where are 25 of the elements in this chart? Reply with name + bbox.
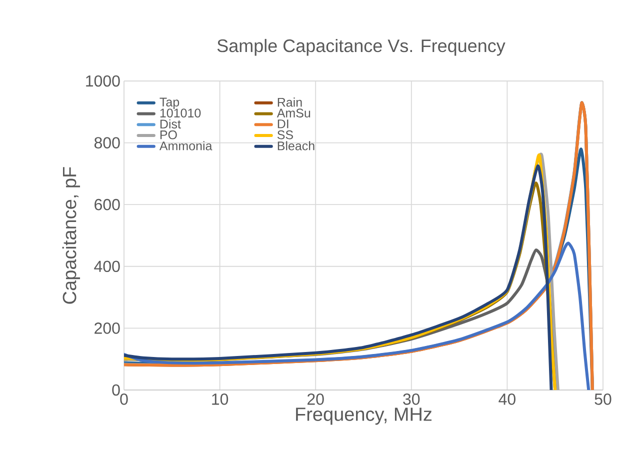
y-tick-label: 200 xyxy=(94,322,120,334)
x-tick-label: 50 xyxy=(594,394,612,405)
legend-label: SS xyxy=(277,130,293,140)
y-tick-label: 400 xyxy=(94,260,120,272)
x-axis-title: Frequency, MHz xyxy=(296,408,432,425)
legend-label: AmSu xyxy=(276,108,310,118)
x-tick-label: 30 xyxy=(403,394,420,405)
legend-label: Rain xyxy=(278,98,302,107)
legend-label: Dist xyxy=(160,119,181,129)
chart-title: Sample Capacitance Vs. Frequency xyxy=(217,38,506,56)
y-tick-label: 1000 xyxy=(86,75,120,87)
legend-label: DI xyxy=(278,120,288,128)
legend-label: Bleach xyxy=(278,141,314,150)
legend-label: Ammonia xyxy=(159,141,212,150)
x-tick-label: 10 xyxy=(212,394,228,405)
y-axis-title: Capacitance, pF xyxy=(62,167,80,304)
y-tick-label: 600 xyxy=(94,198,120,210)
x-tick-label: 0 xyxy=(120,394,128,405)
x-tick-label: 40 xyxy=(498,394,516,405)
legend-label: 101010 xyxy=(160,108,201,118)
y-tick-label: 800 xyxy=(94,137,120,148)
x-tick-label: 20 xyxy=(308,394,324,405)
y-tick-label: 0 xyxy=(112,384,120,396)
legend-label: Tap xyxy=(160,98,180,109)
legend-label: PO xyxy=(160,130,177,140)
